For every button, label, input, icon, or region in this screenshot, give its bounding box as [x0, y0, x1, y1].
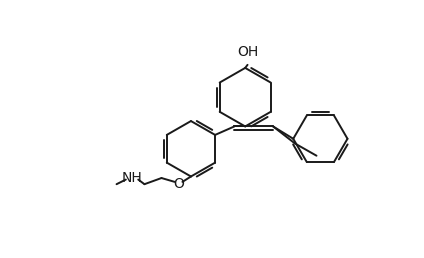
Text: OH: OH — [238, 45, 259, 59]
Text: NH: NH — [122, 171, 142, 185]
Text: O: O — [173, 177, 184, 191]
